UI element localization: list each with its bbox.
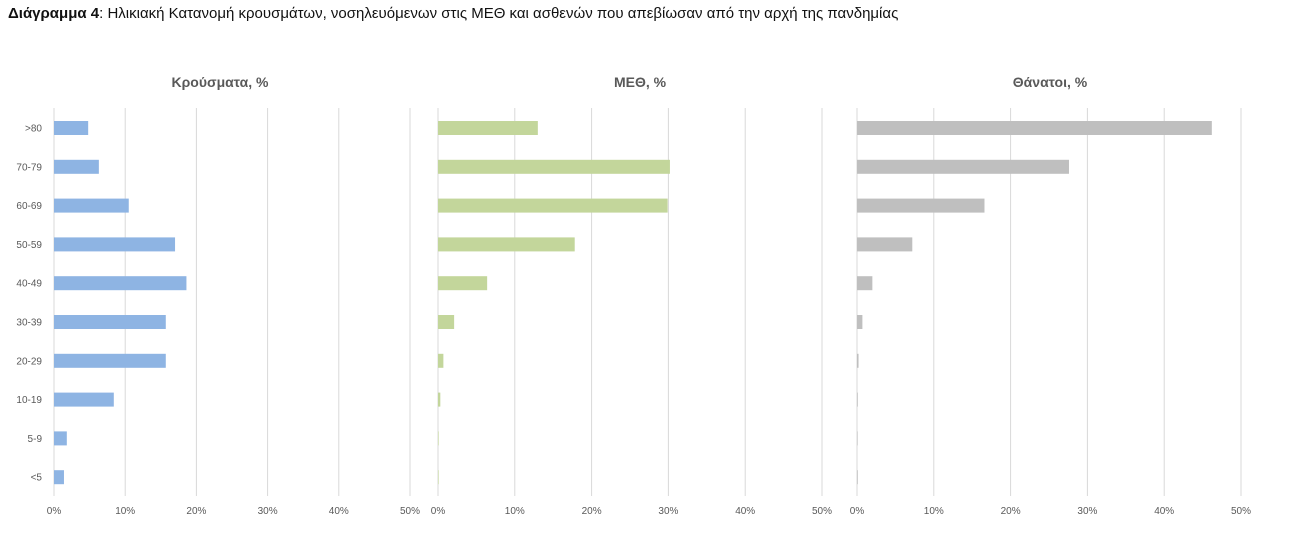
bar-cases-2 (54, 198, 129, 213)
bar-deaths-8 (857, 431, 858, 446)
bar-cases-7 (54, 392, 114, 407)
bar-cases-0 (54, 121, 89, 135)
x-tick-label-cases-5: 50% (400, 506, 420, 517)
bar-icu-2 (438, 198, 668, 213)
bar-icu-5 (438, 315, 455, 329)
category-label-1: 70-79 (16, 162, 42, 173)
bar-cases-1 (54, 159, 99, 174)
bar-icu-7 (438, 392, 441, 407)
x-tick-label-icu-1: 10% (505, 506, 525, 517)
bar-icu-1 (438, 159, 670, 174)
bar-cases-8 (54, 431, 67, 446)
x-tick-label-cases-2: 20% (186, 506, 206, 517)
category-label-4: 40-49 (16, 279, 42, 290)
category-label-5: 30-39 (16, 318, 42, 329)
category-label-6: 20-29 (16, 356, 42, 367)
bar-deaths-6 (857, 353, 859, 368)
bar-deaths-3 (857, 237, 913, 252)
bar-deaths-5 (857, 315, 863, 329)
category-label-9: <5 (31, 473, 43, 484)
x-tick-label-deaths-2: 20% (1001, 506, 1021, 517)
x-tick-label-deaths-0: 0% (850, 506, 865, 517)
x-tick-label-icu-2: 20% (582, 506, 602, 517)
category-label-3: 50-59 (16, 240, 42, 251)
x-tick-label-icu-3: 30% (658, 506, 678, 517)
bar-icu-0 (438, 121, 538, 135)
x-tick-label-icu-0: 0% (431, 506, 446, 517)
x-tick-label-deaths-5: 50% (1231, 506, 1251, 517)
x-tick-label-cases-4: 40% (329, 506, 349, 517)
bar-icu-8 (438, 431, 439, 446)
bar-cases-9 (54, 470, 64, 485)
x-tick-label-icu-4: 40% (735, 506, 755, 517)
category-label-7: 10-19 (16, 395, 42, 406)
x-tick-label-icu-5: 50% (812, 506, 832, 517)
bar-icu-3 (438, 237, 575, 252)
bar-icu-9 (438, 470, 439, 485)
category-label-8: 5-9 (28, 434, 43, 445)
chart-title-cases: Κρούσματα, % (172, 74, 269, 90)
figure-caption-text: Ηλικιακή Κατανομή κρουσμάτων, νοσηλευόμε… (107, 5, 899, 22)
x-tick-label-cases-1: 10% (115, 506, 135, 517)
chart-title-icu: ΜΕΘ, % (614, 74, 667, 90)
category-label-0: >80 (25, 124, 42, 135)
bar-deaths-9 (857, 470, 858, 485)
bar-cases-6 (54, 353, 166, 368)
x-tick-label-cases-3: 30% (258, 506, 278, 517)
bar-cases-3 (54, 237, 176, 252)
figure-caption: Διάγραμμα 4: Ηλικιακή Κατανομή κρουσμάτω… (8, 5, 898, 22)
bar-deaths-1 (857, 159, 1069, 174)
chart-title-deaths: Θάνατοι, % (1013, 74, 1088, 90)
x-tick-label-deaths-4: 40% (1154, 506, 1174, 517)
bar-icu-6 (438, 353, 444, 368)
bar-deaths-4 (857, 276, 873, 291)
x-tick-label-deaths-3: 30% (1077, 506, 1097, 517)
bar-deaths-2 (857, 198, 985, 213)
bar-deaths-7 (857, 392, 858, 407)
category-label-2: 60-69 (16, 201, 42, 212)
x-tick-label-deaths-1: 10% (924, 506, 944, 517)
bar-icu-4 (438, 276, 488, 291)
bar-cases-4 (54, 276, 187, 291)
bar-cases-5 (54, 315, 166, 329)
figure-caption-separator: : (99, 5, 108, 22)
x-tick-label-cases-0: 0% (47, 506, 62, 517)
bar-deaths-0 (857, 121, 1212, 135)
figure-caption-label: Διάγραμμα 4 (8, 5, 100, 22)
